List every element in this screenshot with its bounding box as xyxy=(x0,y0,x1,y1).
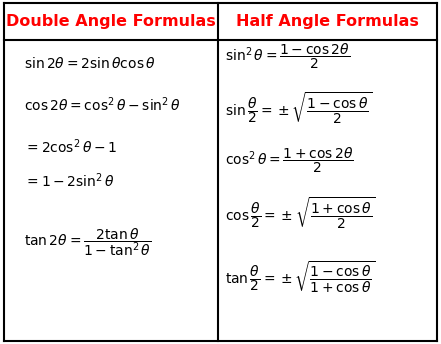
Text: $\cos^2\theta = \dfrac{1+\cos 2\theta}{2}$: $\cos^2\theta = \dfrac{1+\cos 2\theta}{2… xyxy=(225,145,354,175)
Text: $\tan\dfrac{\theta}{2} = \pm\sqrt{\dfrac{1-\cos\theta}{1+\cos\theta}}$: $\tan\dfrac{\theta}{2} = \pm\sqrt{\dfrac… xyxy=(225,259,375,295)
Text: $\sin^2\theta = \dfrac{1-\cos 2\theta}{2}$: $\sin^2\theta = \dfrac{1-\cos 2\theta}{2… xyxy=(225,42,350,72)
Text: $\tan 2\theta = \dfrac{2\tan\theta}{1-\tan^2\theta}$: $\tan 2\theta = \dfrac{2\tan\theta}{1-\t… xyxy=(24,227,152,258)
Text: $= 1 - 2\sin^2\theta$: $= 1 - 2\sin^2\theta$ xyxy=(24,171,115,190)
Text: $\cos 2\theta = \cos^2\theta - \sin^2\theta$: $\cos 2\theta = \cos^2\theta - \sin^2\th… xyxy=(24,96,181,114)
Text: $\sin\dfrac{\theta}{2} = \pm\sqrt{\dfrac{1-\cos\theta}{2}}$: $\sin\dfrac{\theta}{2} = \pm\sqrt{\dfrac… xyxy=(225,90,372,126)
Text: Half Angle Formulas: Half Angle Formulas xyxy=(236,14,419,29)
Text: $\cos\dfrac{\theta}{2} = \pm\sqrt{\dfrac{1+\cos\theta}{2}}$: $\cos\dfrac{\theta}{2} = \pm\sqrt{\dfrac… xyxy=(225,195,375,231)
Text: $\sin 2\theta = 2\sin\theta\cos\theta$: $\sin 2\theta = 2\sin\theta\cos\theta$ xyxy=(24,56,156,71)
Text: $= 2\cos^2\theta - 1$: $= 2\cos^2\theta - 1$ xyxy=(24,137,118,155)
Text: Double Angle Formulas: Double Angle Formulas xyxy=(7,14,216,29)
